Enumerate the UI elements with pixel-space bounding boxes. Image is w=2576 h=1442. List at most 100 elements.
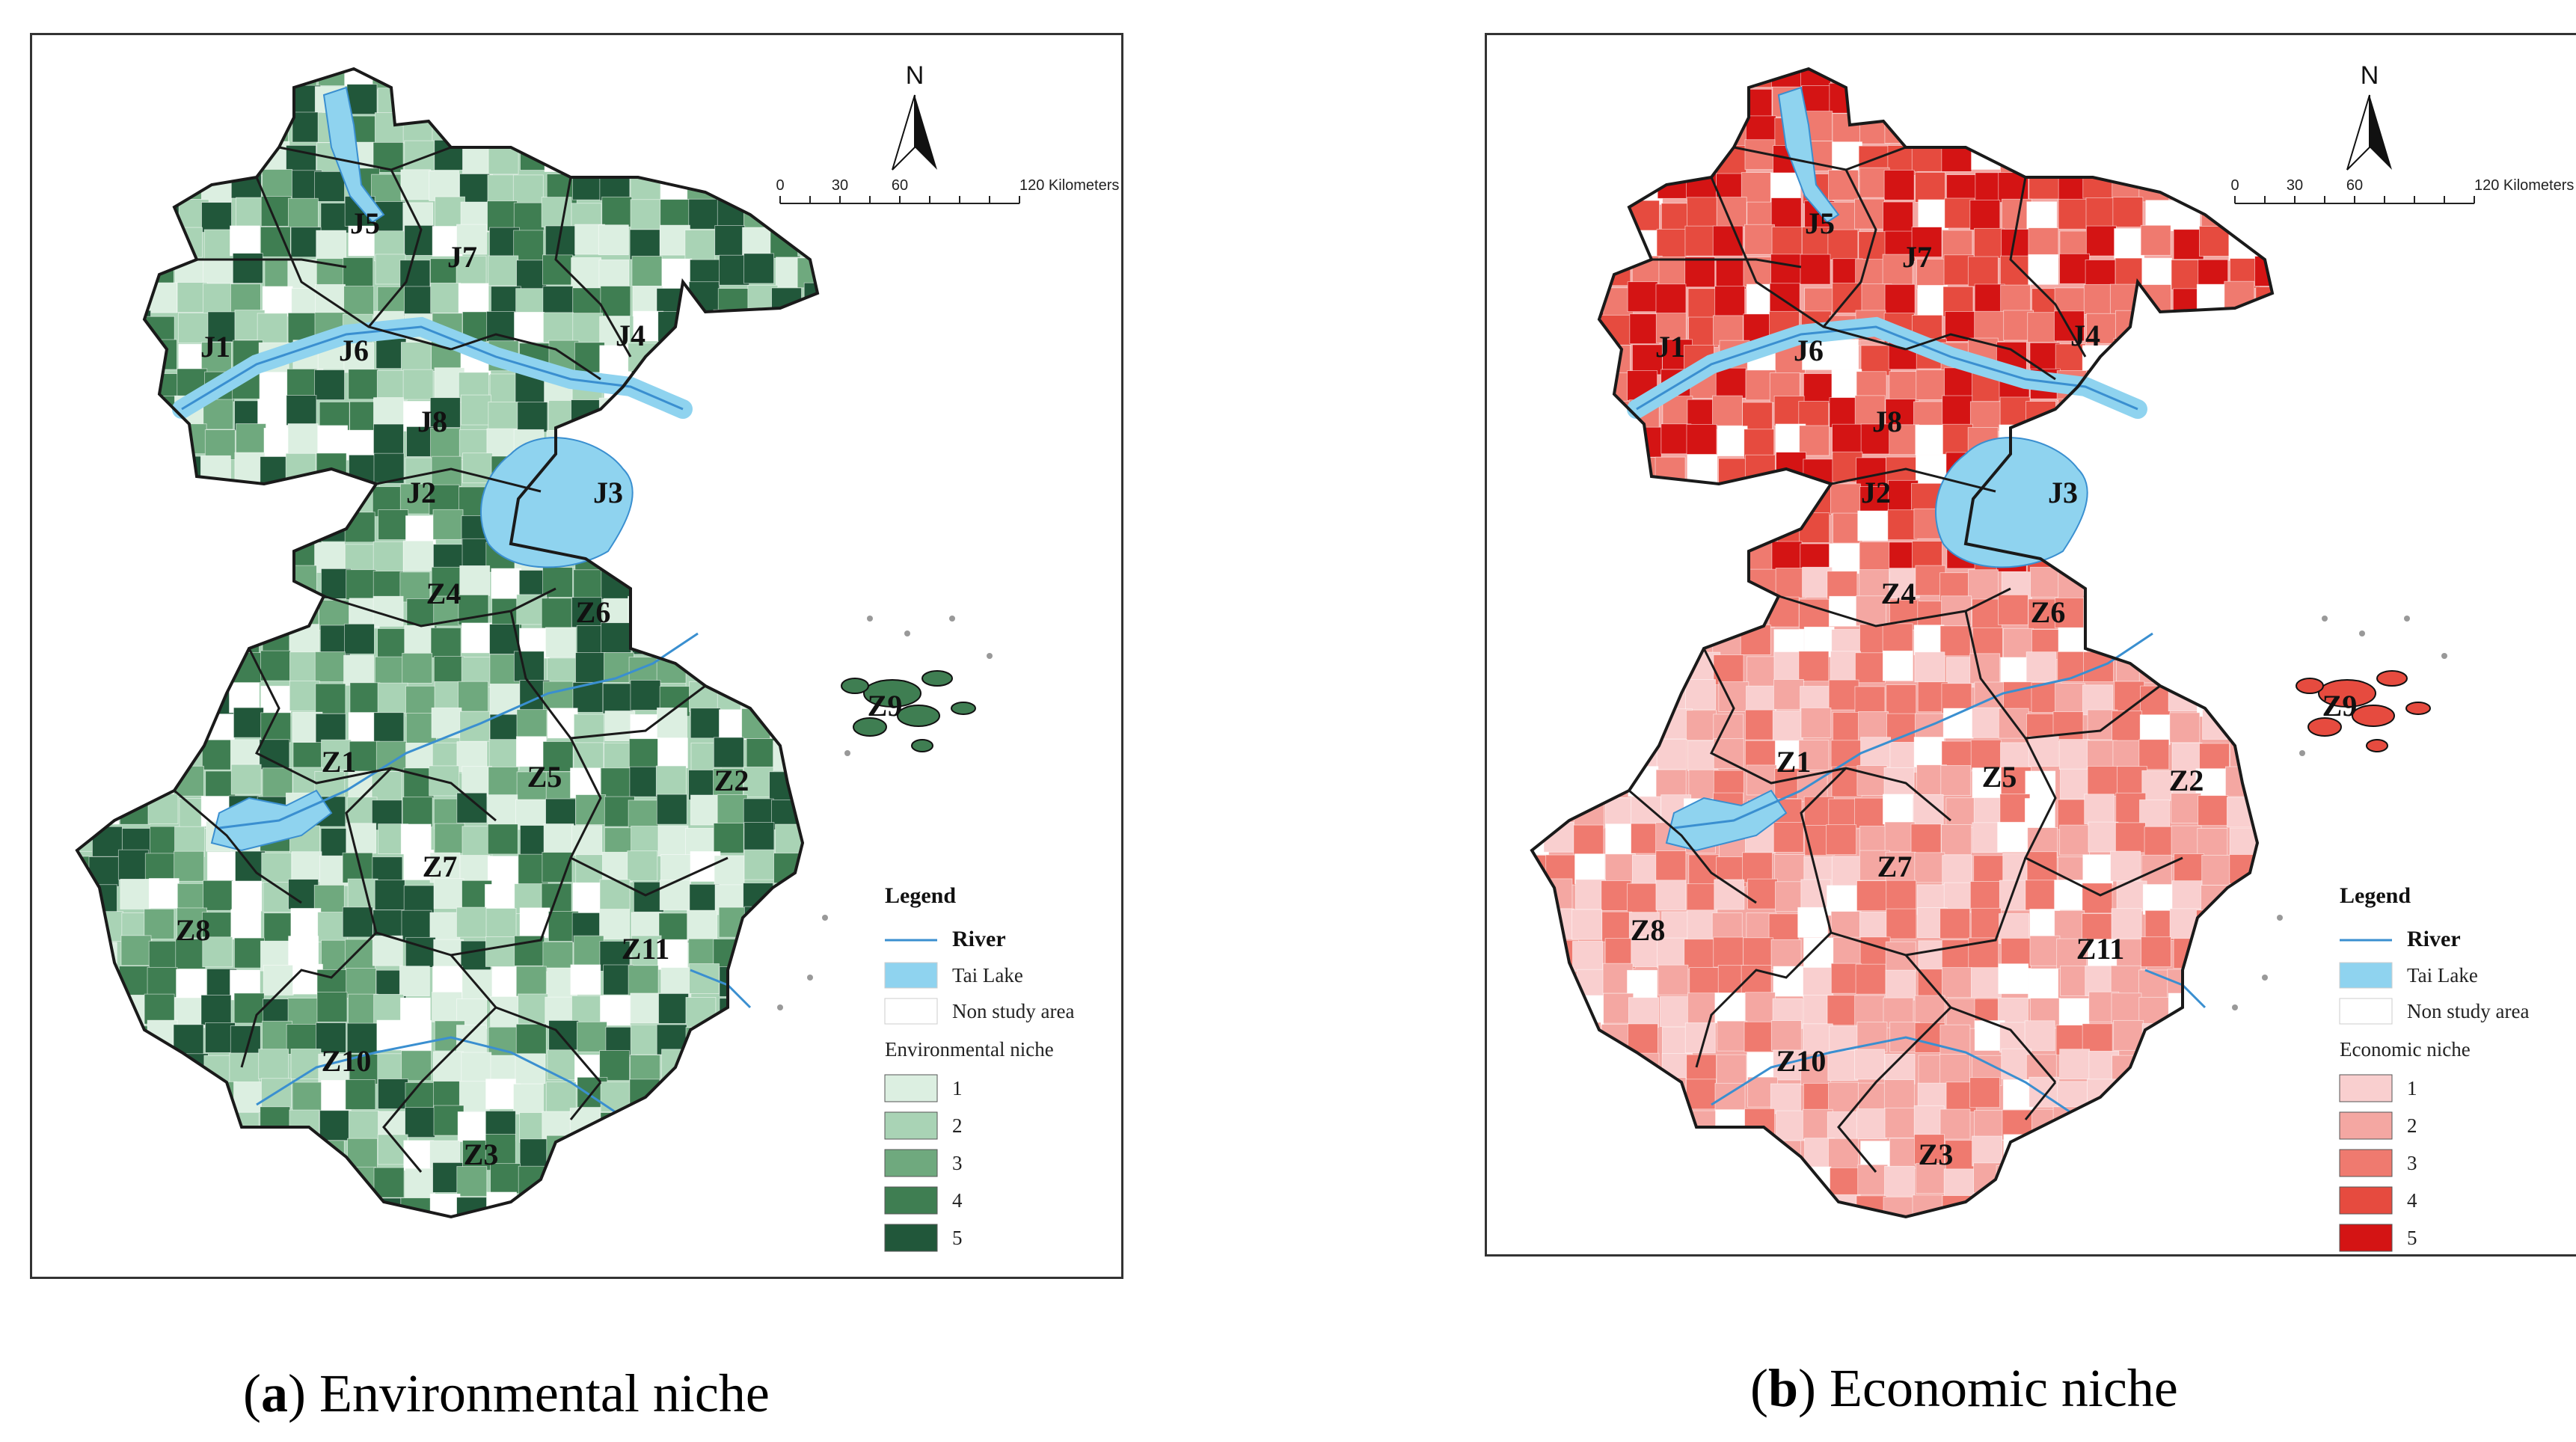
niche-cell — [774, 883, 806, 915]
niche-cell — [90, 341, 121, 372]
niche-cell — [2171, 260, 2202, 290]
niche-cell — [743, 1077, 775, 1108]
niche-cell — [1685, 679, 1716, 710]
islet — [904, 631, 910, 636]
niche-cell — [1773, 966, 1804, 997]
niche-cell — [377, 682, 408, 714]
niche-cell — [2030, 142, 2061, 174]
niche-cell — [1717, 426, 1748, 457]
niche-cell — [1713, 1197, 1744, 1217]
niche-cell — [2112, 543, 2144, 574]
niche-cell — [404, 286, 435, 317]
niche-cell — [456, 224, 487, 255]
niche-cell — [319, 1110, 350, 1141]
niche-cell — [2082, 168, 2114, 199]
niche-cell — [1532, 286, 1550, 317]
legend-nonstudy-label: Non study area — [952, 1000, 1074, 1022]
zone-label-z8: Z8 — [1631, 913, 1666, 947]
niche-cell — [655, 765, 687, 797]
niche-cell — [1574, 853, 1605, 885]
niche-cell — [745, 1105, 776, 1137]
niche-cell — [2110, 850, 2141, 882]
niche-cell — [1969, 89, 2001, 120]
niche-cell — [2088, 424, 2119, 455]
niche-cell — [1747, 656, 1777, 687]
niche-cell — [1634, 1219, 1664, 1249]
niche-cell — [1686, 82, 1717, 114]
niche-cell — [660, 454, 691, 485]
legend-class-label: 3 — [952, 1152, 963, 1174]
niche-cell — [117, 1108, 149, 1140]
niche-cell — [2259, 197, 2272, 227]
niche-cell — [2087, 1226, 2117, 1254]
niche-cell — [769, 429, 800, 460]
niche-cell — [656, 794, 687, 825]
niche-cell — [77, 1197, 96, 1217]
niche-cell — [717, 794, 748, 825]
niche-cell — [2112, 483, 2143, 515]
niche-cell — [746, 145, 778, 177]
niche-cell — [288, 485, 319, 516]
niche-cell — [405, 1107, 435, 1138]
niche-cell — [800, 798, 818, 829]
niche-cell — [631, 935, 662, 966]
niche-cell — [627, 850, 658, 882]
niche-cell — [2082, 511, 2112, 542]
niche-cell — [173, 1135, 203, 1167]
legend-river-label: River — [2407, 927, 2461, 951]
niche-cell — [1547, 368, 1578, 399]
niche-cell — [745, 624, 776, 654]
niche-cell — [2115, 1221, 2145, 1251]
niche-cell — [2223, 396, 2254, 428]
niche-cell — [287, 259, 319, 290]
niche-cell — [773, 1106, 805, 1138]
niche-cell — [1661, 911, 1693, 942]
niche-cell — [1690, 1192, 1722, 1217]
niche-cell — [263, 965, 294, 995]
niche-cell — [1543, 401, 1574, 432]
niche-cell — [2000, 1225, 2030, 1254]
niche-cell — [490, 1163, 521, 1194]
niche-cell — [1889, 424, 1920, 455]
zone-boundary — [1710, 177, 1907, 351]
niche-cell — [542, 941, 574, 972]
niche-cell — [346, 968, 377, 998]
niche-cell — [660, 340, 692, 371]
niche-cell — [1884, 283, 1916, 315]
niche-cell — [658, 85, 690, 116]
niche-cell — [233, 707, 264, 738]
niche-cell — [174, 707, 204, 738]
niche-cell — [150, 1194, 181, 1217]
niche-cell — [1598, 539, 1630, 570]
niche-cell — [799, 367, 818, 399]
caption-b: (b) Economic niche — [1750, 1358, 2178, 1418]
niche-cell — [690, 114, 721, 145]
niche-cell — [686, 371, 717, 402]
niche-cell — [1570, 141, 1601, 173]
niche-cell — [2259, 906, 2272, 937]
niche-cell — [1629, 681, 1660, 712]
niche-cell — [1969, 401, 2001, 432]
niche-cell — [1744, 992, 1776, 1023]
niche-cell — [315, 683, 346, 714]
niche-cell — [1570, 684, 1601, 715]
river — [1673, 677, 2071, 829]
niche-cell — [1717, 1138, 1748, 1169]
niche-cell — [1655, 313, 1687, 343]
niche-cell — [1776, 1110, 1807, 1141]
niche-cell — [373, 397, 404, 428]
niche-cell — [1574, 624, 1606, 655]
niche-cell — [1715, 1109, 1746, 1141]
niche-cell — [431, 1220, 461, 1250]
niche-cell — [77, 1167, 93, 1198]
niche-cell — [1945, 1224, 1975, 1254]
niche-cell — [1747, 568, 1777, 600]
niche-cell — [742, 426, 773, 457]
scale-label: 30 — [2287, 177, 2303, 194]
niche-cell — [232, 253, 263, 284]
niche-cell — [433, 89, 464, 120]
niche-cell — [2087, 740, 2117, 771]
niche-cell — [2003, 681, 2034, 713]
niche-cell — [485, 908, 517, 939]
niche-cell — [1971, 967, 2002, 998]
